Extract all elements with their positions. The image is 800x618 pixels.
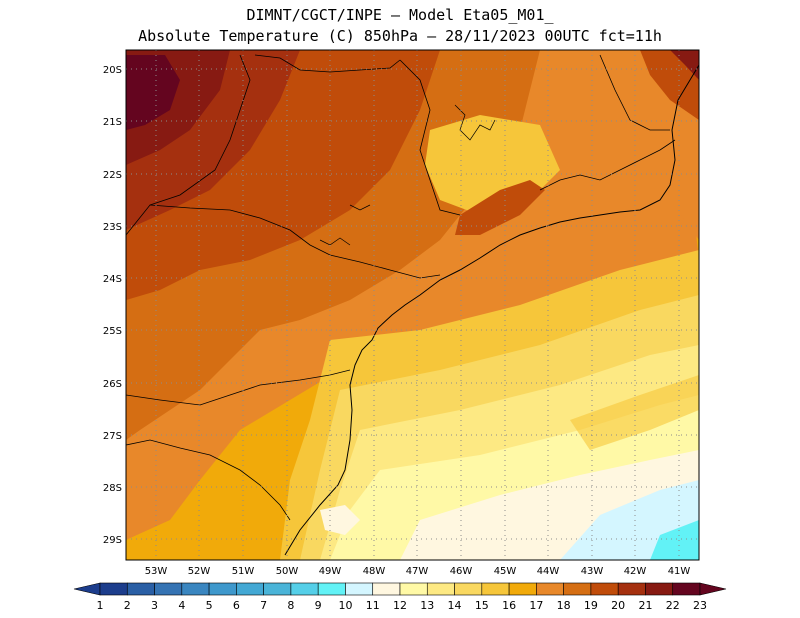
- colorbar-swatch: [154, 582, 183, 596]
- lon-label: 43W: [581, 566, 604, 577]
- colorbar-label: 12: [393, 599, 407, 612]
- field-ne-21-22: [670, 50, 699, 80]
- border-sp-pr: [125, 204, 441, 279]
- lat-label: 20S: [103, 65, 122, 76]
- reservoir-south: [319, 237, 351, 246]
- colorbar-swatch: [536, 582, 564, 596]
- title-line-2: Absolute Temperature (C) 850hPa — 28/11/…: [138, 27, 662, 45]
- colorbar-label: 9: [315, 599, 322, 612]
- colorbar-label: 11: [366, 599, 380, 612]
- field-9-10: [650, 520, 699, 560]
- reservoir-mid: [349, 204, 371, 211]
- colorbar-swatch: [372, 582, 401, 596]
- colorbar-label: 10: [338, 599, 352, 612]
- colorbar-label: 5: [206, 599, 213, 612]
- colorbar-label: 2: [124, 599, 131, 612]
- lat-label: 22S: [103, 170, 122, 181]
- graticule: [126, 50, 699, 560]
- lat-label: 24S: [103, 274, 122, 285]
- colorbar-swatch: [263, 582, 292, 596]
- colorbar-swatch: [126, 582, 155, 596]
- border-mg-es: [599, 54, 670, 131]
- colorbar-swatch: [426, 582, 455, 596]
- colorbar-label: 22: [666, 599, 680, 612]
- coastline: [284, 64, 700, 556]
- lat-label: 21S: [103, 117, 122, 128]
- field-ocean-stripe: [570, 375, 699, 450]
- border-rj-mg: [539, 139, 676, 191]
- colorbar-label: 18: [557, 599, 571, 612]
- colorbar-label: 19: [584, 599, 598, 612]
- colorbar-swatch: [99, 582, 128, 596]
- colorbar-arrow-left: [73, 582, 101, 596]
- lat-label: 29S: [103, 535, 122, 546]
- field-serra-19-20: [455, 180, 545, 235]
- field-22-23: [126, 55, 180, 130]
- field-coastal-11-12: [320, 505, 360, 535]
- colorbar-swatch: [290, 582, 319, 596]
- colorbar-swatch: [508, 582, 537, 596]
- colorbar-label: 17: [529, 599, 543, 612]
- lon-label: 42W: [624, 566, 647, 577]
- colorbar-swatch: [236, 582, 264, 596]
- colorbar-label: 20: [611, 599, 625, 612]
- lon-label: 46W: [450, 566, 473, 577]
- colorbar-swatch: [617, 582, 646, 596]
- colorbar-swatch: [399, 582, 428, 596]
- colorbar-label: 1: [97, 599, 104, 612]
- lon-label: 49W: [319, 566, 342, 577]
- colorbar-swatch: [645, 582, 674, 596]
- latitude-labels: 20S 21S 22S 23S 24S 25S 26S 27S 28S 29S: [103, 65, 122, 546]
- lat-label: 27S: [103, 431, 122, 442]
- lon-label: 50W: [276, 566, 299, 577]
- lon-label: 45W: [494, 566, 517, 577]
- colorbar-label: 16: [502, 599, 516, 612]
- lon-label: 52W: [188, 566, 211, 577]
- colorbar-swatch: [208, 582, 237, 596]
- border-north: [254, 54, 401, 73]
- colorbar-label: 13: [420, 599, 434, 612]
- border-sp-mg: [399, 59, 461, 216]
- field-ne-19-20: [640, 50, 699, 120]
- colorbar-swatch: [345, 582, 374, 596]
- colorbar-swatch: [181, 582, 210, 596]
- lat-label: 25S: [103, 326, 122, 337]
- longitude-labels: 53W 52W 51W 50W 49W 48W 47W 46W 45W 44W …: [145, 566, 691, 577]
- colorbar-label: 21: [638, 599, 652, 612]
- colorbar-swatch: [454, 582, 483, 596]
- reservoir-furnas: [454, 104, 496, 141]
- border-sc-pr: [125, 369, 351, 406]
- colorbar-label: 8: [287, 599, 294, 612]
- colorbar: 1 2 3 4 5 6 7 8 9 10 11 12 13 14 15 16 17 18 19 20 21 22 23: [73, 582, 727, 612]
- colorbar-swatch: [672, 582, 701, 596]
- colorbar-arrow-right: [699, 582, 727, 596]
- colorbar-swatch: [563, 582, 592, 596]
- colorbar-label: 14: [448, 599, 462, 612]
- lon-label: 41W: [668, 566, 691, 577]
- lat-label: 28S: [103, 483, 122, 494]
- colorbar-swatch: [317, 582, 346, 596]
- colorbar-label: 7: [260, 599, 267, 612]
- lon-label: 47W: [406, 566, 429, 577]
- temperature-field: [126, 50, 699, 560]
- lon-label: 48W: [363, 566, 386, 577]
- colorbar-label: 6: [233, 599, 240, 612]
- colorbar-label: 15: [475, 599, 489, 612]
- colorbar-label: 3: [151, 599, 158, 612]
- map-frame: [125, 49, 700, 561]
- colorbar-label: 4: [178, 599, 185, 612]
- lat-label: 23S: [103, 222, 122, 233]
- lon-label: 44W: [537, 566, 560, 577]
- colorbar-label: 23: [693, 599, 707, 612]
- border-ms-sp: [149, 54, 251, 206]
- title-line-1: DIMNT/CGCT/INPE — Model Eta05_M01_: [246, 6, 554, 24]
- lon-label: 53W: [145, 566, 168, 577]
- lat-label: 26S: [103, 379, 122, 390]
- border-rs-sc: [125, 439, 291, 521]
- colorbar-swatch: [481, 582, 510, 596]
- colorbar-swatch: [590, 582, 619, 596]
- lon-label: 51W: [232, 566, 255, 577]
